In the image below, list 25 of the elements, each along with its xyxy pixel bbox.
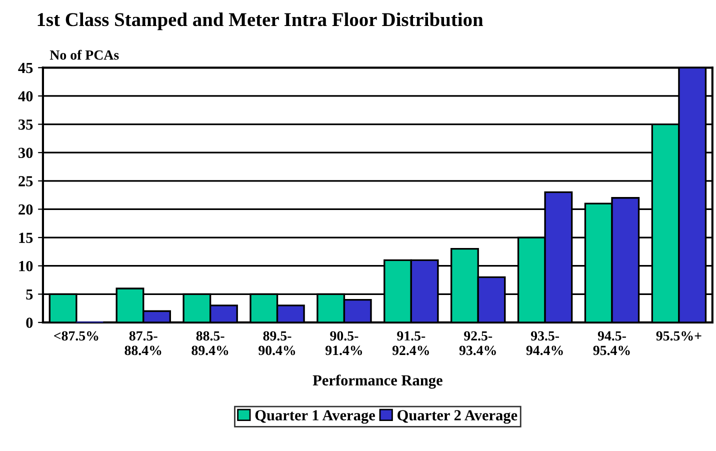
y-tick-label: 5 — [26, 289, 33, 300]
y-tick-label: 45 — [18, 62, 33, 74]
x-tick-label: 91.5- 92.4% — [392, 331, 429, 356]
y-tick-label: 25 — [18, 176, 33, 186]
y-tick-label: 35 — [18, 119, 33, 130]
legend-label: Quarter 1 Average — [255, 410, 375, 424]
x-tick-label: 92.5- 93.4% — [459, 331, 496, 356]
x-tick-label: 89.5- 90.4% — [258, 331, 296, 356]
x-tick-label: 93.5- 94.4% — [526, 331, 563, 356]
y-tick-label: 40 — [18, 91, 33, 102]
x-tick-label: 94.5- 95.4% — [593, 331, 630, 356]
y-axis-title: No of PCAs — [50, 50, 119, 60]
y-tick-label: 10 — [19, 260, 33, 272]
chart-title: 1st Class Stamped and Meter Intra Floor Distribution — [38, 12, 484, 30]
y-tick-label: 30 — [18, 148, 33, 158]
x-tick-label: <87.5% — [54, 331, 98, 341]
x-tick-label: 87.5- 88.4% — [124, 331, 162, 356]
y-tick-label: 20 — [18, 204, 33, 215]
legend-label: Quarter 2 Average — [398, 410, 518, 424]
x-tick-label: 90.5- 91.4% — [326, 331, 362, 356]
y-tick-label: 0 — [26, 318, 33, 328]
x-tick-label: 95.5%+ — [656, 331, 702, 341]
y-tick-label: 15 — [19, 232, 33, 243]
x-tick-label: 88.5- 89.4% — [192, 331, 228, 356]
x-axis-title: Performance Range — [312, 374, 442, 389]
